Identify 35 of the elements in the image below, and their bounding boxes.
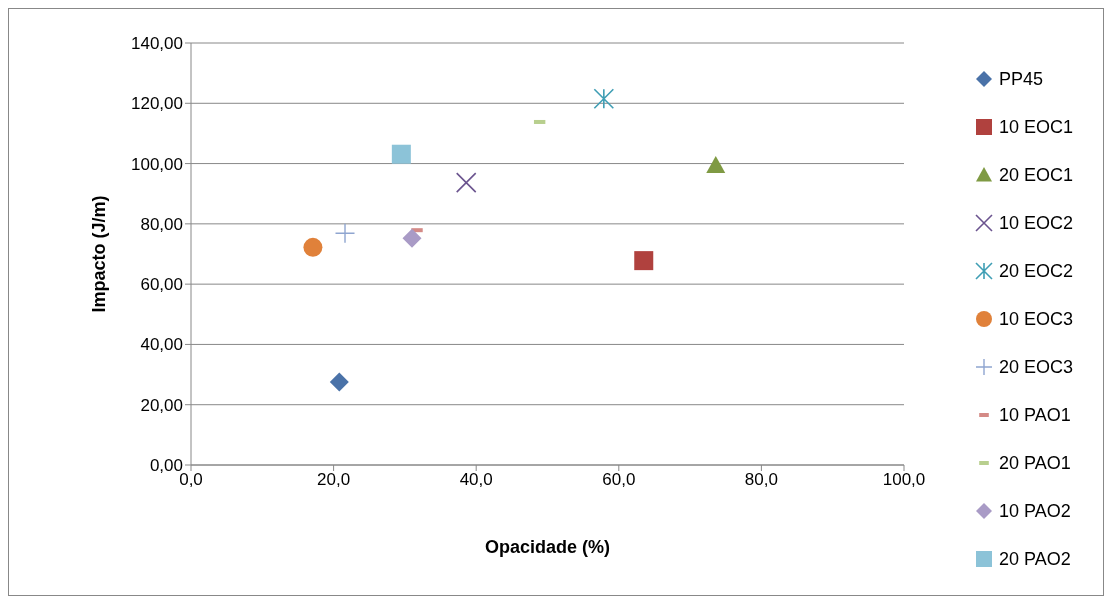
- legend-label: 10 EOC3: [999, 308, 1074, 330]
- legend-label: 20 EOC3: [999, 356, 1074, 378]
- x-tick-label: 40,0: [459, 470, 493, 490]
- y-tick-label: 100,00: [131, 154, 183, 174]
- point: [303, 237, 323, 257]
- x-axis-title: Opacidade (%): [484, 537, 611, 557]
- point: [455, 172, 477, 193]
- point: [329, 372, 349, 392]
- y-tick-label: 40,00: [140, 335, 183, 355]
- legend-label: 20 EOC2: [999, 260, 1074, 282]
- point: [593, 88, 615, 110]
- point: [402, 228, 422, 248]
- point: [334, 223, 356, 244]
- legend-label: 20 PAO1: [999, 452, 1071, 474]
- legend-label: 20 PAO2: [999, 548, 1071, 570]
- x-tick-label: 80,0: [744, 470, 778, 490]
- legend-label: 20 EOC1: [999, 164, 1074, 186]
- y-tick-label: 80,00: [140, 214, 183, 234]
- x-tick-label: 20,0: [317, 470, 351, 490]
- x-tick-label: 0,0: [179, 470, 203, 490]
- point: [706, 155, 726, 173]
- legend-label: PP45: [999, 68, 1044, 90]
- point: [391, 144, 411, 164]
- legend-label: 10 EOC1: [999, 116, 1074, 138]
- y-tick-label: 60,00: [140, 275, 183, 295]
- legend-label: 10 PAO1: [999, 404, 1071, 426]
- y-tick-label: 140,00: [131, 34, 183, 54]
- y-tick-label: 120,00: [131, 94, 183, 114]
- x-tick-label: 60,0: [602, 470, 636, 490]
- legend-label: 10 EOC2: [999, 212, 1074, 234]
- legend-label: 10 PAO2: [999, 500, 1071, 522]
- y-tick-label: 20,00: [140, 395, 183, 415]
- point: [634, 251, 654, 271]
- y-axis-title: Impacto (J/m): [89, 195, 110, 313]
- x-tick-label: 100,0: [882, 470, 926, 490]
